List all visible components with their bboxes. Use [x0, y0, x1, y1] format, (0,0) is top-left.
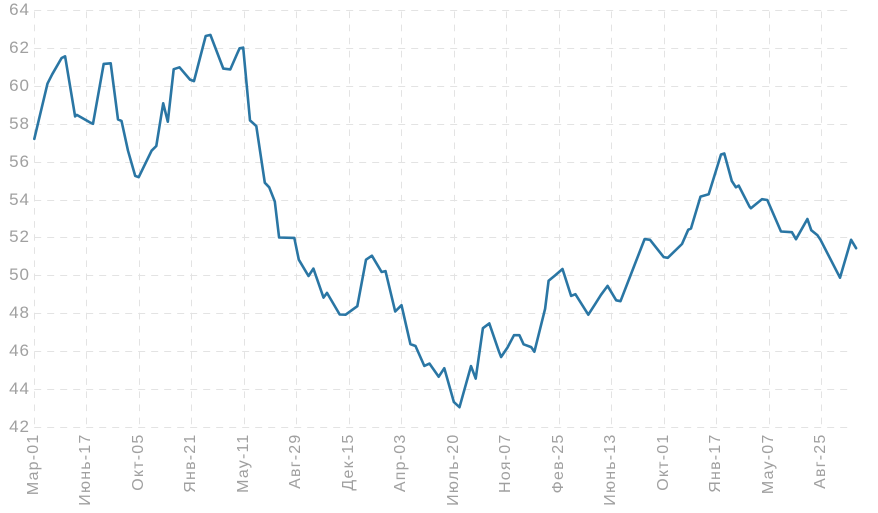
svg-text:64: 64: [9, 0, 30, 19]
svg-text:Окт-05: Окт-05: [130, 434, 147, 491]
svg-text:56: 56: [9, 152, 30, 171]
svg-text:58: 58: [9, 114, 30, 133]
svg-text:50: 50: [9, 265, 30, 284]
svg-text:Июнь-17: Июнь-17: [77, 434, 94, 506]
svg-text:44: 44: [9, 379, 30, 398]
svg-text:Дек-15: Дек-15: [340, 434, 357, 491]
svg-text:54: 54: [9, 190, 30, 209]
svg-text:Июнь-13: Июнь-13: [602, 434, 619, 506]
svg-text:Мау-07: Мау-07: [760, 434, 777, 495]
svg-text:Мар-01: Мар-01: [25, 434, 42, 496]
svg-text:Авг-25: Авг-25: [812, 434, 829, 489]
svg-text:Июль-20: Июль-20: [445, 434, 462, 506]
svg-text:Апр-03: Апр-03: [392, 434, 409, 493]
svg-text:Авг-29: Авг-29: [287, 434, 304, 489]
svg-text:48: 48: [9, 303, 30, 322]
svg-text:52: 52: [9, 227, 30, 246]
svg-text:62: 62: [9, 38, 30, 57]
svg-text:Фев-25: Фев-25: [550, 434, 567, 494]
svg-text:Янв-21: Янв-21: [182, 434, 199, 493]
svg-text:60: 60: [9, 76, 30, 95]
svg-text:Окт-01: Окт-01: [655, 434, 672, 491]
svg-text:Янв-17: Янв-17: [707, 434, 724, 493]
svg-text:Мау-11: Мау-11: [235, 434, 252, 493]
svg-text:46: 46: [9, 341, 30, 360]
svg-text:42: 42: [9, 417, 30, 436]
svg-text:Ноя-07: Ноя-07: [497, 434, 514, 493]
